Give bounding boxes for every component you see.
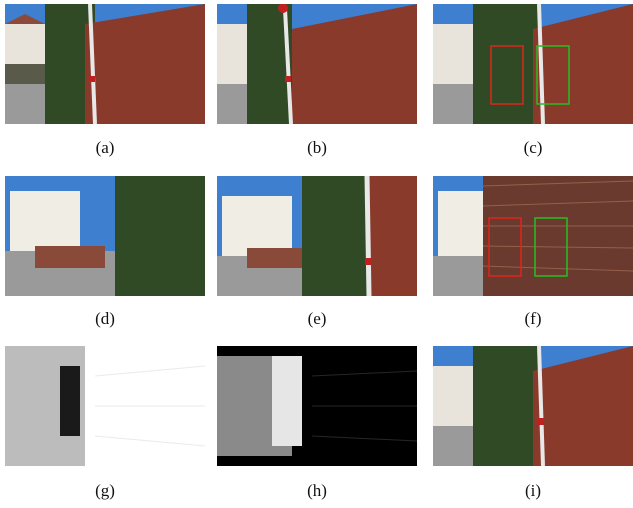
panel-c-caption: (c) xyxy=(523,138,543,157)
panel-g-caption: (g) xyxy=(95,481,115,500)
panel-h-caption: (h) xyxy=(307,481,327,500)
panel-d-image xyxy=(5,176,205,296)
panel-h-image xyxy=(217,346,417,466)
panel-g-image xyxy=(5,346,205,466)
panel-b-caption: (b) xyxy=(307,138,327,157)
panel-a-image xyxy=(5,4,205,124)
panel-e-caption: (e) xyxy=(307,309,327,328)
panel-d-caption: (d) xyxy=(95,309,115,328)
panel-e-image xyxy=(217,176,417,296)
panel-c-image xyxy=(433,4,633,124)
panel-b-image xyxy=(217,4,417,124)
panel-i-caption: (i) xyxy=(524,481,542,500)
panel-f-image xyxy=(433,176,633,296)
panel-a-caption: (a) xyxy=(95,138,115,157)
panel-i-image xyxy=(433,346,633,466)
panel-f-caption: (f) xyxy=(524,309,542,328)
